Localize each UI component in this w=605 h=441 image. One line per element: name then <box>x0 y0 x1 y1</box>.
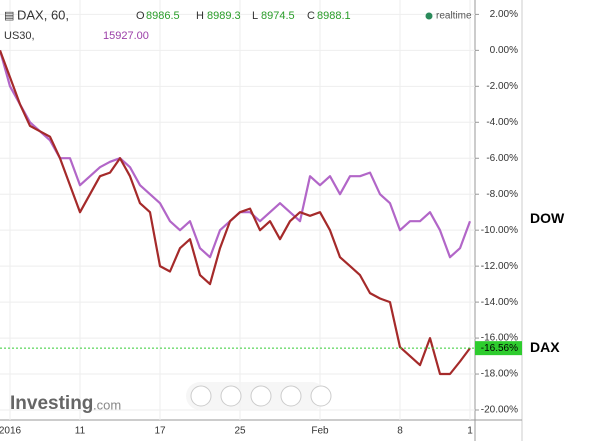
value: 8986.5 <box>146 10 180 22</box>
series-line <box>0 50 471 376</box>
label: H <box>196 10 204 22</box>
realtime: realtime <box>436 11 472 22</box>
menu-icon[interactable]: ▤ <box>4 10 14 22</box>
y-tick-label: -12.00% <box>481 261 518 272</box>
plot-area <box>0 0 475 420</box>
x-tick-label: 25 <box>234 426 246 437</box>
reset[interactable] <box>250 385 272 407</box>
y-tick-label: -16.00% <box>481 333 518 344</box>
symbol: US30, <box>4 30 35 42</box>
series-name: DOW <box>530 210 565 226</box>
zoom-controls <box>186 382 332 410</box>
value: 8989.3 <box>207 10 241 22</box>
y-tick-label: 2.00% <box>490 9 518 20</box>
series-name: DAX <box>530 339 560 355</box>
x-tick-label: Feb <box>311 426 329 437</box>
y-tick-label: -18.00% <box>481 369 518 380</box>
value: 8974.5 <box>261 10 295 22</box>
status-dot <box>425 12 433 20</box>
marks <box>0 0 475 420</box>
y-tick-label: 0.00% <box>490 45 518 56</box>
value: 15927.00 <box>103 30 149 42</box>
scroll-right[interactable] <box>310 385 332 407</box>
label: C <box>307 10 315 22</box>
y-tick-label: -10.00% <box>481 225 518 236</box>
y-tick-label: -6.00% <box>486 153 518 164</box>
logo: Investing <box>10 393 93 414</box>
scroll-left[interactable] <box>190 385 212 407</box>
zoom-out[interactable] <box>220 385 242 407</box>
label: O <box>136 10 145 22</box>
x-tick-label: 1 <box>467 426 473 437</box>
y-tick-label: -4.00% <box>486 117 518 128</box>
price-tag <box>475 341 522 356</box>
logo-suffix: .com <box>93 397 121 412</box>
x-tick-label: 2016 <box>0 426 22 437</box>
x-tick-label: 17 <box>154 426 166 437</box>
symbol: DAX, 60, <box>17 7 69 22</box>
y-tick-label: -20.00% <box>481 405 518 416</box>
value: 8988.1 <box>317 10 351 22</box>
label: L <box>252 10 258 22</box>
y-tick-label: -8.00% <box>486 189 518 200</box>
y-tick-label: -14.00% <box>481 297 518 308</box>
x-tick-label: 11 <box>75 426 86 437</box>
x-tick-label: 8 <box>397 426 403 437</box>
value-label: -16.56% <box>481 343 518 354</box>
zoom-in[interactable] <box>280 385 302 407</box>
y-tick-label: -2.00% <box>486 81 518 92</box>
